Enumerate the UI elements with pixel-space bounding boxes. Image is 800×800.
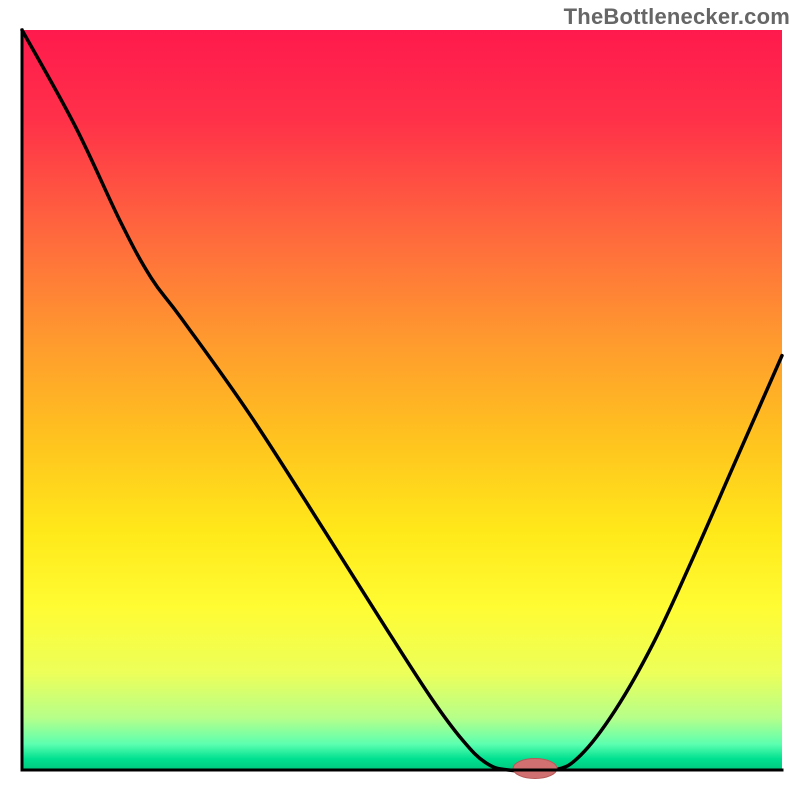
- watermark-text: TheBottlenecker.com: [564, 4, 790, 30]
- chart-container: TheBottlenecker.com: [0, 0, 800, 800]
- chart-background: [22, 30, 782, 770]
- bottleneck-chart: [0, 0, 800, 800]
